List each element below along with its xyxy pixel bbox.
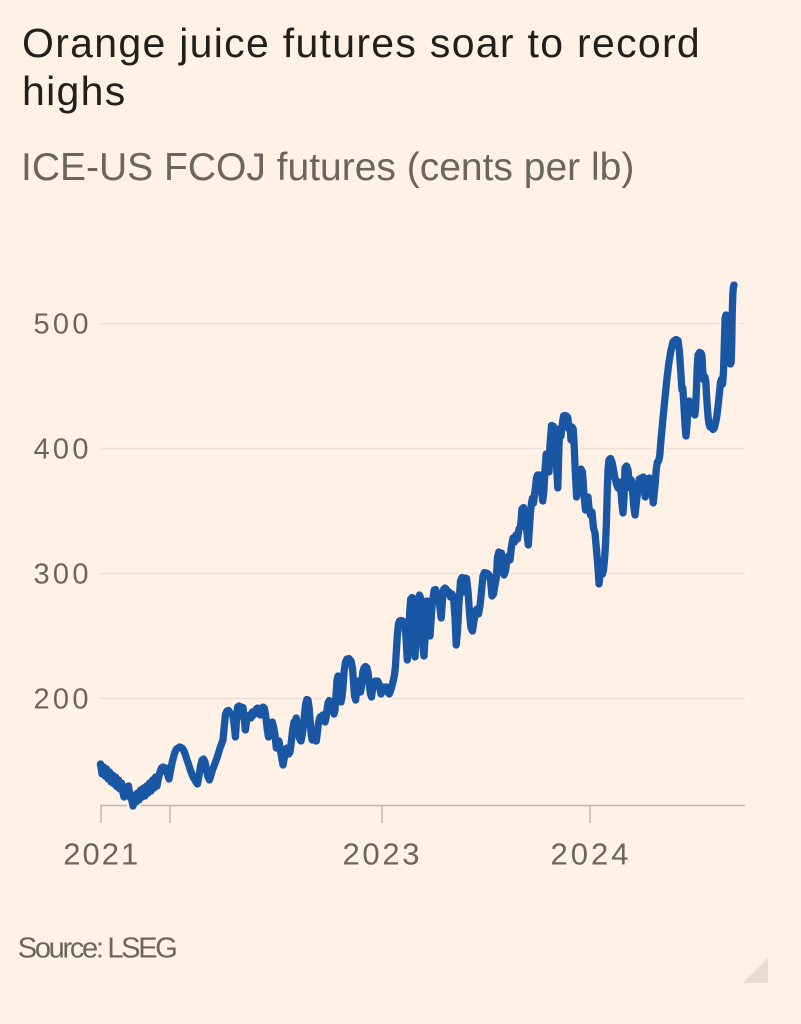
svg-text:500: 500 bbox=[34, 309, 89, 341]
svg-text:2024: 2024 bbox=[551, 837, 629, 872]
svg-text:400: 400 bbox=[34, 434, 89, 466]
svg-text:2023: 2023 bbox=[343, 837, 420, 872]
svg-text:2021: 2021 bbox=[63, 837, 138, 872]
svg-text:Source: LSEG: Source: LSEG bbox=[18, 933, 178, 965]
svg-text:200: 200 bbox=[34, 684, 89, 716]
svg-text:300: 300 bbox=[34, 559, 89, 591]
